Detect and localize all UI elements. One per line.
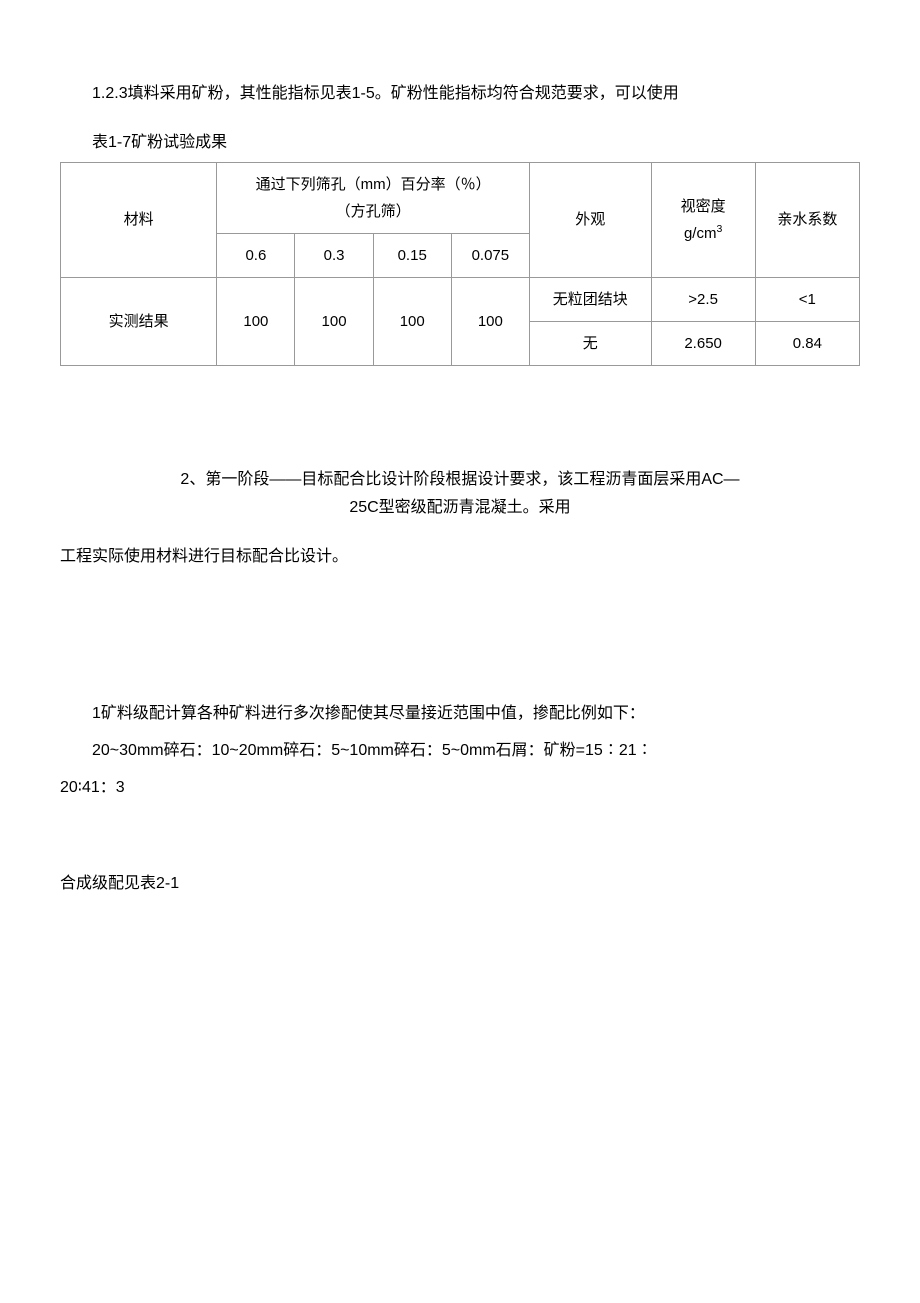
th-sieve-line1: 通过下列筛孔（mm）百分率（％） — [256, 176, 491, 193]
td-density-1: >2.5 — [651, 277, 755, 321]
th-sieve-3: 0.075 — [451, 233, 529, 277]
th-sieve-2: 0.15 — [373, 233, 451, 277]
th-density-sup: 3 — [716, 223, 722, 235]
td-sieve-0: 100 — [217, 277, 295, 365]
th-sieve-line2: （方孔筛） — [336, 203, 411, 220]
td-appearance-1: 无粒团结块 — [529, 277, 651, 321]
th-density: 视密度 g/cm3 — [651, 162, 755, 277]
calc-paragraph: 1矿料级配计算各种矿料进行多次掺配使其尽量接近范围中值，掺配比例如下： — [60, 700, 860, 729]
spacer — [60, 580, 860, 700]
mineral-powder-table: 材料 通过下列筛孔（mm）百分率（％） （方孔筛） 外观 视密度 g/cm3 亲… — [60, 162, 860, 366]
td-hydro-1: <1 — [755, 277, 859, 321]
section-heading-line2: 25C型密级配沥青混凝土。采用 — [349, 499, 570, 516]
th-sieve-group: 通过下列筛孔（mm）百分率（％） （方孔筛） — [217, 162, 530, 233]
table-caption: 表1-7矿粉试验成果 — [60, 129, 860, 158]
th-appearance: 外观 — [529, 162, 651, 277]
td-appearance-2: 无 — [529, 321, 651, 365]
th-hydro: 亲水系数 — [755, 162, 859, 277]
td-hydro-2: 0.84 — [755, 321, 859, 365]
td-sieve-3: 100 — [451, 277, 529, 365]
td-row-label: 实测结果 — [61, 277, 217, 365]
th-sieve-0: 0.6 — [217, 233, 295, 277]
footer-line: 合成级配见表2-1 — [60, 870, 860, 899]
td-sieve-2: 100 — [373, 277, 451, 365]
spacer-2 — [60, 810, 860, 870]
th-density-line1: 视密度 — [681, 198, 726, 215]
intro-paragraph: 1.2.3填料采用矿粉，其性能指标见表1-5。矿粉性能指标均符合规范要求，可以使… — [60, 80, 860, 109]
th-sieve-1: 0.3 — [295, 233, 373, 277]
ratio-line1: 20~30mm碎石：10~20mm碎石：5~10mm碎石：5~0mm石屑：矿粉=… — [60, 737, 860, 766]
section-heading: 2、第一阶段——目标配合比设计阶段根据设计要求，该工程沥青面层采用AC— 25C… — [60, 466, 860, 524]
after-heading-line: 工程实际使用材料进行目标配合比设计。 — [60, 543, 860, 572]
ratio-line2: 20∶41：3 — [60, 774, 860, 803]
th-density-line2: g/cm — [684, 225, 717, 242]
th-material: 材料 — [61, 162, 217, 277]
section-heading-line1: 2、第一阶段——目标配合比设计阶段根据设计要求，该工程沥青面层采用AC— — [180, 471, 739, 488]
td-density-2: 2.650 — [651, 321, 755, 365]
td-sieve-1: 100 — [295, 277, 373, 365]
